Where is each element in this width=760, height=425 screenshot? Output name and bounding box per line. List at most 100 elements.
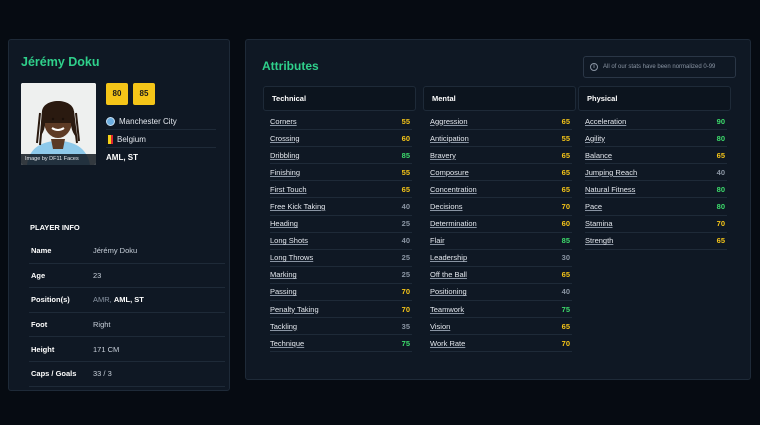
- attribute-value: 25: [401, 219, 410, 229]
- attribute-value: 65: [561, 167, 570, 177]
- attribute-name-link[interactable]: Balance: [585, 150, 613, 160]
- attribute-name-link[interactable]: First Touch: [270, 184, 307, 194]
- info-row-foot: Foot Right: [29, 313, 225, 338]
- attribute-name-link[interactable]: Vision: [430, 321, 451, 331]
- attribute-row: Leadership 30: [430, 250, 572, 267]
- attribute-value: 65: [561, 270, 570, 280]
- attribute-name-link[interactable]: Jumping Reach: [585, 167, 638, 177]
- info-row-name: Name Jérémy Doku: [29, 239, 225, 264]
- attribute-name-link[interactable]: Heading: [270, 219, 298, 229]
- attribute-value: 60: [561, 219, 570, 229]
- attribute-row: Heading 25: [270, 216, 412, 233]
- attribute-name-link[interactable]: Stamina: [585, 219, 613, 229]
- attribute-name-link[interactable]: Anticipation: [430, 133, 469, 143]
- info-value: Jérémy Doku: [93, 246, 138, 256]
- attribute-name-link[interactable]: Pace: [585, 202, 603, 212]
- club-row: Manchester City: [106, 113, 216, 130]
- attribute-row: Corners 55: [270, 113, 412, 131]
- attribute-row: Stamina 70: [585, 216, 727, 233]
- attribute-value: 65: [716, 150, 725, 160]
- attribute-row: Aggression 65: [430, 113, 572, 131]
- attribute-name-link[interactable]: Acceleration: [585, 116, 627, 126]
- attribute-name-link[interactable]: Penalty Taking: [270, 304, 319, 314]
- attribute-name-link[interactable]: Work Rate: [430, 338, 466, 348]
- attribute-name-link[interactable]: Off the Ball: [430, 270, 467, 280]
- attribute-value: 35: [401, 321, 410, 331]
- attribute-value: 75: [561, 304, 570, 314]
- attribute-name-link[interactable]: Aggression: [430, 116, 468, 126]
- attribute-value: 40: [401, 236, 410, 246]
- club-name[interactable]: Manchester City: [119, 116, 177, 126]
- attribute-value: 70: [561, 338, 570, 348]
- player-info-title: PLAYER INFO: [30, 223, 80, 232]
- info-icon: i: [590, 63, 598, 71]
- club-crest-icon: [106, 116, 115, 126]
- attribute-name-link[interactable]: Bravery: [430, 150, 456, 160]
- player-name: Jérémy Doku: [21, 55, 100, 69]
- attribute-list: Aggression 65 Anticipation 55 Bravery 65 Compo…: [423, 113, 576, 353]
- attribute-name-link[interactable]: Strength: [585, 236, 614, 246]
- attribute-name-link[interactable]: Marking: [270, 270, 297, 280]
- attribute-value: 70: [716, 219, 725, 229]
- info-value: 33 / 3: [93, 369, 112, 379]
- attribute-row: Natural Fitness 80: [585, 181, 727, 199]
- attribute-row: Anticipation 55: [430, 130, 572, 148]
- attribute-value: 65: [561, 150, 570, 160]
- attributes-card: Attributes i All of our stats have been …: [245, 39, 751, 380]
- attribute-name-link[interactable]: Long Throws: [270, 253, 314, 263]
- attribute-row: Off the Ball 65: [430, 267, 572, 284]
- attribute-value: 65: [561, 116, 570, 126]
- info-label: Position(s): [31, 295, 70, 305]
- attribute-row: Teamwork 75: [430, 301, 572, 319]
- attribute-name-link[interactable]: Positioning: [430, 287, 467, 297]
- attribute-name-link[interactable]: Concentration: [430, 184, 477, 194]
- attribute-value: 80: [716, 202, 725, 212]
- player-photo: Image by DF11 Faces: [21, 83, 96, 165]
- info-value: 171 CM: [93, 344, 120, 354]
- attribute-row: Composure 65: [430, 164, 572, 182]
- attribute-name-link[interactable]: Teamwork: [430, 304, 465, 314]
- attribute-name-link[interactable]: Long Shots: [270, 236, 308, 246]
- normalization-note: i All of our stats have been normalized …: [583, 56, 736, 78]
- attribute-name-link[interactable]: Composure: [430, 167, 469, 177]
- attribute-name-link[interactable]: Leadership: [430, 253, 468, 263]
- attribute-name-link[interactable]: Free Kick Taking: [270, 202, 326, 212]
- info-row-positions: Position(s) AMR, AML, ST: [29, 288, 225, 313]
- attribute-name-link[interactable]: Decisions: [430, 202, 463, 212]
- attribute-name-link[interactable]: Corners: [270, 116, 297, 126]
- attribute-row: Flair 85: [430, 233, 572, 250]
- attribute-value: 65: [401, 184, 410, 194]
- attribute-row: Determination 60: [430, 216, 572, 233]
- attribute-name-link[interactable]: Passing: [270, 287, 297, 297]
- attribute-value: 25: [401, 270, 410, 280]
- secondary-position: AMR,: [93, 295, 114, 305]
- info-value: AMR, AML, ST: [93, 295, 144, 304]
- attribute-value: 80: [716, 133, 725, 143]
- attribute-row: Long Shots 40: [270, 233, 412, 250]
- attribute-name-link[interactable]: Tackling: [270, 321, 298, 331]
- attribute-row: Decisions 70: [430, 198, 572, 216]
- attribute-name-link[interactable]: Determination: [430, 219, 477, 229]
- player-portrait-icon: [21, 83, 96, 165]
- column-heading-technical: Technical: [263, 86, 416, 111]
- info-row-height: Height 171 CM: [29, 337, 225, 362]
- attribute-row: Work Rate 70: [430, 335, 572, 353]
- attribute-name-link[interactable]: Dribbling: [270, 150, 300, 160]
- nation-name[interactable]: Belgium: [117, 134, 146, 144]
- info-label: Caps / Goals: [31, 369, 77, 379]
- attribute-name-link[interactable]: Natural Fitness: [585, 184, 636, 194]
- physical-column: Physical Acceleration 90 Agility 80 Balance 6…: [578, 86, 731, 250]
- technical-column: Technical Corners 55 Crossing 60 Dribbling 85…: [263, 86, 416, 353]
- attribute-value: 85: [561, 236, 570, 246]
- attribute-name-link[interactable]: Finishing: [270, 167, 301, 177]
- column-heading-mental: Mental: [423, 86, 576, 111]
- normalization-note-text: All of our stats have been normalized 0-…: [603, 64, 716, 70]
- attribute-name-link[interactable]: Agility: [585, 133, 606, 143]
- attribute-value: 70: [561, 202, 570, 212]
- attribute-name-link[interactable]: Crossing: [270, 133, 300, 143]
- attribute-name-link[interactable]: Technique: [270, 338, 305, 348]
- attribute-row: Free Kick Taking 40: [270, 198, 412, 216]
- attribute-name-link[interactable]: Flair: [430, 236, 445, 246]
- attribute-row: Positioning 40: [430, 284, 572, 302]
